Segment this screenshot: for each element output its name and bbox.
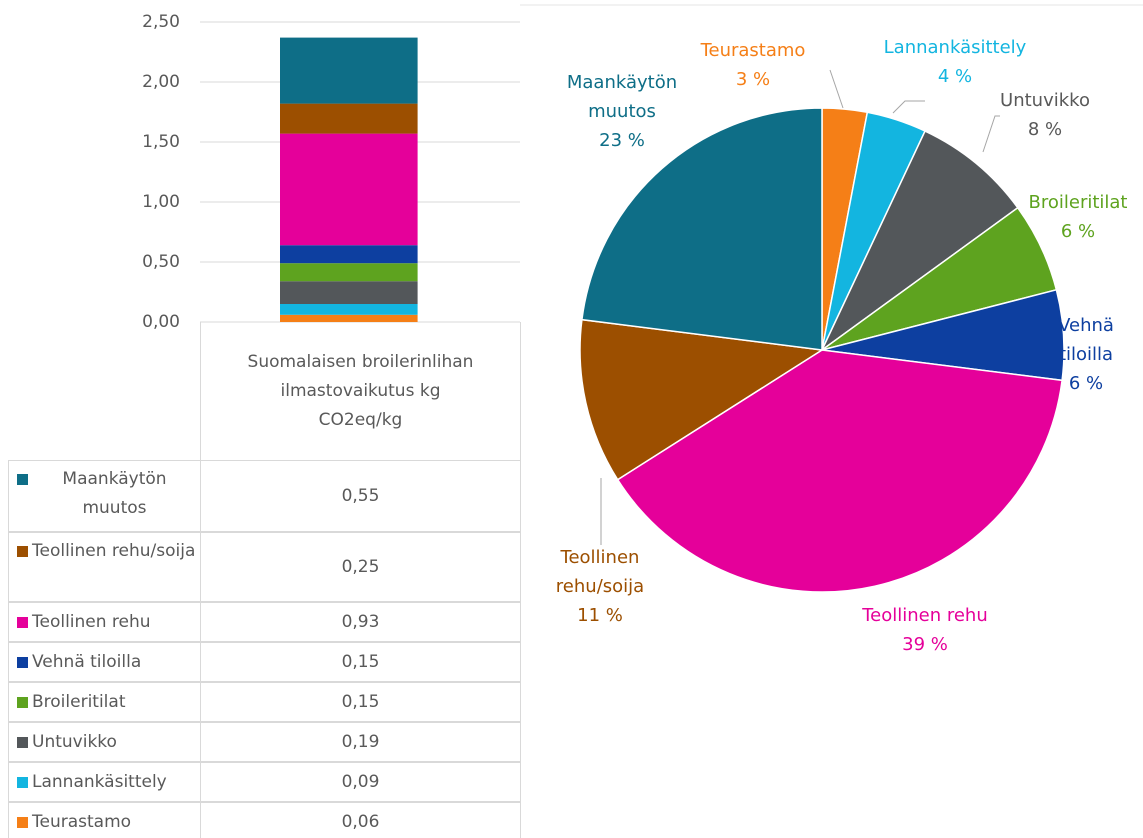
- legend-label: Vehnä tiloilla: [32, 651, 142, 672]
- pie-label-value: 23 %: [599, 130, 645, 151]
- pie-label-value: 4 %: [937, 66, 973, 87]
- legend-cell: Teurastamo: [8, 802, 201, 838]
- pie-label: Teurastamo 3 %: [693, 36, 813, 94]
- pie-label: Lannankäsittely 4 %: [865, 33, 1045, 91]
- pie-label-name: Lannankäsittely: [883, 37, 1027, 58]
- pie-label-value: 3 %: [735, 69, 771, 90]
- pie-label: Untuvikko 8 %: [985, 86, 1105, 144]
- legend-cell: Broileritilat: [8, 682, 201, 722]
- leader-line: [982, 115, 1000, 153]
- pie-label-name: Teollinen rehu/soija: [555, 547, 645, 597]
- bar-segment: [280, 263, 418, 282]
- bar-segment: [280, 103, 418, 134]
- y-tick-label: 0,50: [142, 252, 180, 272]
- bar-segment: [280, 304, 418, 315]
- pie-label-name: Untuvikko: [1000, 90, 1090, 111]
- value-label: 0,25: [200, 532, 521, 602]
- legend-swatch: [17, 656, 28, 668]
- y-tick-label: 2,00: [142, 72, 180, 92]
- legend-cell: Maankäytön muutos: [8, 460, 201, 532]
- legend-cell: Teollinen rehu: [8, 602, 201, 642]
- legend-swatch: [17, 474, 28, 485]
- value-label: 0,09: [200, 762, 521, 802]
- pie-label: Teollinen rehu/soija 11 %: [540, 543, 660, 630]
- legend-swatch: [17, 816, 28, 828]
- pie-label-value: 8 %: [1027, 119, 1063, 140]
- value-label: 0,06: [200, 802, 521, 838]
- bar-segment: [280, 314, 418, 322]
- pie-label-name: Vehnä tiloilla: [1058, 315, 1114, 365]
- bar-segment: [280, 37, 418, 104]
- bar-segment: [280, 133, 418, 246]
- pie-label-name: Teollinen rehu: [862, 605, 988, 626]
- value-label: 0,15: [200, 642, 521, 682]
- pie-label-name: Broileritilat: [1028, 192, 1128, 213]
- pie-label: Broileritilat 6 %: [1018, 188, 1138, 246]
- legend-cell: Teollinen rehu/soija: [8, 532, 201, 602]
- legend-swatch: [17, 696, 28, 708]
- value-label: 0,93: [200, 602, 521, 642]
- pie-slice: [579, 318, 825, 481]
- legend-swatch: [17, 776, 28, 788]
- value-label: 0,55: [200, 460, 521, 532]
- pie-label-name: Maankäytön muutos: [566, 72, 678, 122]
- y-tick-label: 1,50: [142, 132, 180, 152]
- legend-swatch: [17, 546, 28, 557]
- legend-cell: Vehnä tiloilla: [8, 642, 201, 682]
- pie-label-value: 39 %: [902, 634, 948, 655]
- legend-swatch: [17, 616, 28, 628]
- legend-label: Teollinen rehu: [32, 611, 151, 632]
- legend-label: Broileritilat: [32, 691, 126, 712]
- pie-label-name: Teurastamo: [700, 40, 806, 61]
- legend-label: Untuvikko: [32, 731, 117, 752]
- y-tick-label: 2,50: [142, 12, 180, 32]
- bar-segment: [280, 281, 418, 304]
- y-tick-label: 1,00: [142, 192, 180, 212]
- leader-line: [892, 100, 925, 114]
- legend-label: Lannankäsittely: [32, 771, 167, 792]
- pie-label: Maankäytön muutos 23 %: [557, 68, 687, 155]
- legend-label: Teurastamo: [32, 811, 132, 832]
- y-tick-label: 0,00: [142, 312, 180, 332]
- value-label: 0,19: [200, 722, 521, 762]
- pie-label-value: 11 %: [577, 605, 623, 626]
- legend-swatch: [17, 736, 28, 748]
- pie-slice: [821, 130, 1019, 351]
- leader-line: [829, 69, 844, 109]
- table-category: Suomalaisen broilerinlihan ilmastovaikut…: [200, 322, 521, 460]
- legend-cell: Untuvikko: [8, 722, 201, 762]
- pie-label-value: 6 %: [1060, 221, 1096, 242]
- legend-label: Maankäytön muutos: [62, 469, 167, 518]
- pie-slice: [581, 107, 823, 351]
- pie-label: Vehnä tiloilla 6 %: [1051, 311, 1121, 398]
- legend-label: Teollinen rehu/soija: [32, 541, 196, 561]
- value-label: 0,15: [200, 682, 521, 722]
- legend-cell: Lannankäsittely: [8, 762, 201, 802]
- pie-label-value: 6 %: [1068, 373, 1104, 394]
- bar-segment: [280, 245, 418, 264]
- pie-label: Teollinen rehu 39 %: [835, 601, 1015, 659]
- pie-slice: [616, 349, 1063, 593]
